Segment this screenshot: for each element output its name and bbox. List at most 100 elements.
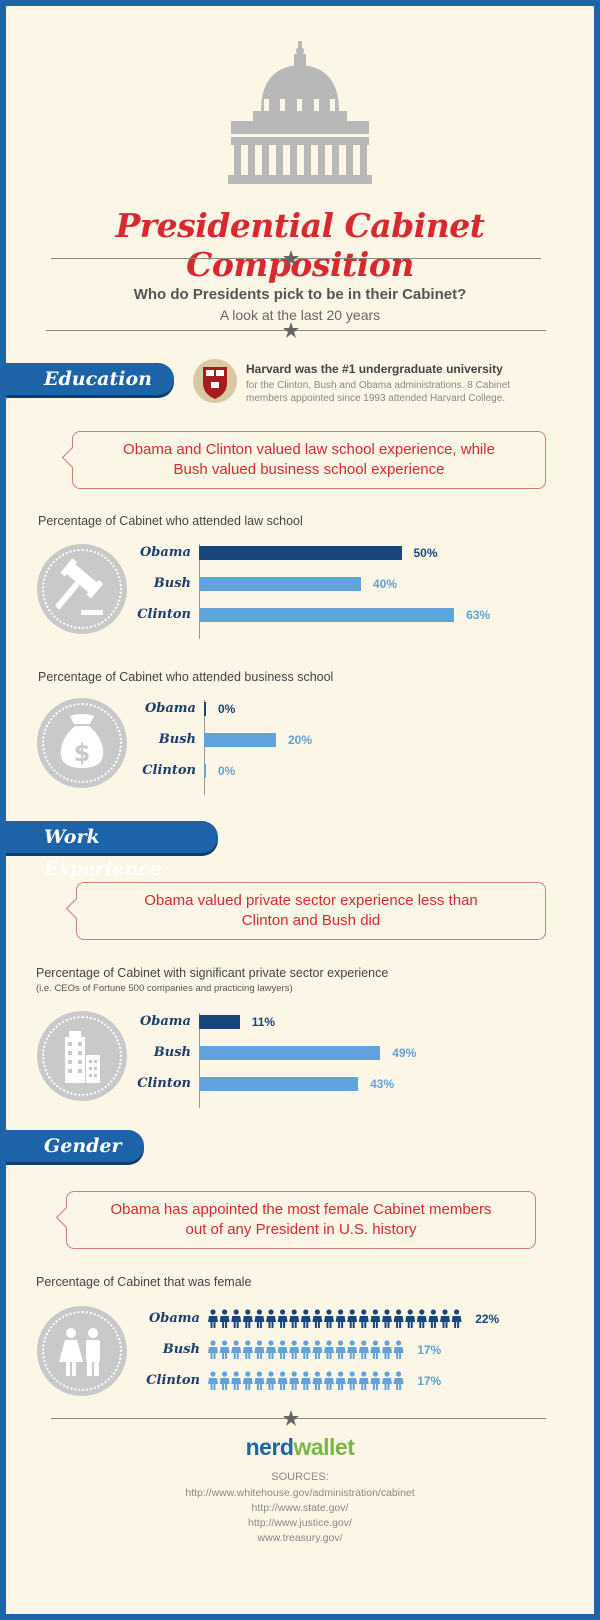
person-icon <box>393 1340 404 1359</box>
money-bag-icon: $ <box>60 714 104 768</box>
page-title: Presidential Cabinet Composition <box>115 206 485 284</box>
svg-text:$: $ <box>74 739 91 767</box>
source-link[interactable]: http://www.state.gov/ <box>251 1502 349 1514</box>
person-icon <box>289 1371 300 1390</box>
bar <box>204 764 206 778</box>
chart-axis <box>199 544 200 639</box>
person-icon <box>208 1371 218 1390</box>
value-label: 0% <box>218 702 236 716</box>
person-icon <box>266 1340 276 1359</box>
callout-text: Obama and Clinton valued law school expe… <box>123 441 495 458</box>
category-label: Obama <box>144 701 196 716</box>
callout-text: out of any President in U.S. history <box>185 1221 417 1238</box>
bar <box>199 1015 240 1029</box>
person-icon <box>242 1340 253 1359</box>
person-icon <box>393 1371 404 1390</box>
person-icon <box>312 1340 323 1359</box>
person-icon <box>277 1340 288 1359</box>
category-label: Obama <box>139 545 191 560</box>
person-icon <box>416 1309 427 1328</box>
person-icon <box>219 1371 230 1390</box>
sources-title: SOURCES: <box>271 1471 329 1483</box>
callout-text: Clinton and Bush did <box>241 912 381 929</box>
star-icon <box>283 250 299 266</box>
person-icon <box>289 1340 300 1359</box>
person-icon <box>254 1340 265 1359</box>
value-label: 11% <box>251 1015 276 1029</box>
person-icon <box>335 1371 346 1390</box>
woman-man-icon <box>59 1328 100 1376</box>
value-label: 0% <box>218 764 236 778</box>
person-icon <box>266 1309 276 1328</box>
bar <box>204 733 276 747</box>
source-link[interactable]: http://www.whitehouse.gov/administration… <box>185 1487 415 1499</box>
value-label: 63% <box>466 608 491 622</box>
bar <box>199 577 361 591</box>
chart-title-private-sector: Percentage of Cabinet with significant p… <box>36 966 389 980</box>
source-link[interactable]: www.treasury.gov/ <box>257 1532 343 1544</box>
person-icon <box>324 1371 334 1390</box>
harvard-shield-icon <box>193 359 237 403</box>
person-icon <box>208 1340 218 1359</box>
person-icon <box>382 1309 392 1328</box>
source-link[interactable]: http://www.justice.gov/ <box>248 1517 352 1529</box>
person-icon <box>219 1309 230 1328</box>
callout-text: Obama has appointed the most female Cabi… <box>110 1201 492 1218</box>
person-icon <box>382 1340 392 1359</box>
person-icon <box>231 1340 242 1359</box>
divider <box>51 258 541 259</box>
category-label: Obama <box>148 1311 200 1326</box>
person-icon <box>440 1309 450 1328</box>
star-icon <box>283 322 299 338</box>
chart-title-female: Percentage of Cabinet that was female <box>36 1275 252 1289</box>
person-icon <box>358 1371 369 1390</box>
bar <box>199 546 402 560</box>
subtitle: Who do Presidents pick to be in their Ca… <box>133 286 467 303</box>
person-icon <box>347 1309 358 1328</box>
divider <box>51 1418 546 1419</box>
person-icon <box>300 1309 311 1328</box>
logo-nerd: nerd <box>245 1434 294 1460</box>
bar <box>199 1077 359 1091</box>
section-ribbon-gender: Gender <box>6 1130 144 1162</box>
category-label: Bush <box>162 1342 200 1357</box>
person-icon <box>324 1309 334 1328</box>
person-icon <box>242 1371 253 1390</box>
gavel-icon <box>55 558 103 615</box>
category-label: Clinton <box>146 1373 200 1388</box>
value-label: 40% <box>373 577 398 591</box>
divider <box>46 330 546 331</box>
person-icon <box>277 1371 288 1390</box>
category-label: Clinton <box>142 763 196 778</box>
person-icon <box>370 1371 381 1390</box>
person-icon <box>347 1340 358 1359</box>
pictogram-row <box>208 1340 404 1359</box>
callout-education: Obama and Clinton valued law school expe… <box>61 431 546 489</box>
person-icon <box>451 1309 462 1328</box>
callout-text: Bush valued business school experience <box>173 461 445 478</box>
callout-gender: Obama has appointed the most female Cabi… <box>55 1191 536 1249</box>
person-icon <box>289 1309 300 1328</box>
harvard-text: for the Clinton, Bush and Obama administ… <box>246 380 511 391</box>
person-icon <box>219 1340 230 1359</box>
person-icon <box>382 1371 392 1390</box>
harvard-heading: Harvard was the #1 undergraduate univers… <box>246 362 503 376</box>
person-icon <box>300 1340 311 1359</box>
category-label: Clinton <box>137 1076 191 1091</box>
value-label: 50% <box>413 546 438 560</box>
subtitle-secondary: A look at the last 20 years <box>219 307 381 323</box>
callout-work: Obama valued private sector experience l… <box>65 882 546 940</box>
person-icon <box>370 1309 381 1328</box>
person-icon <box>242 1309 253 1328</box>
callout-text: Obama valued private sector experience l… <box>144 892 478 909</box>
category-label: Clinton <box>137 607 191 622</box>
category-label: Bush <box>158 732 196 747</box>
chart-axis <box>204 700 205 795</box>
person-icon <box>231 1309 242 1328</box>
person-icon <box>312 1371 323 1390</box>
money-bag-circle: $ <box>37 698 127 788</box>
logo-wallet: wallet <box>293 1434 355 1460</box>
value-label: 22% <box>475 1312 500 1326</box>
bar <box>199 1046 381 1060</box>
